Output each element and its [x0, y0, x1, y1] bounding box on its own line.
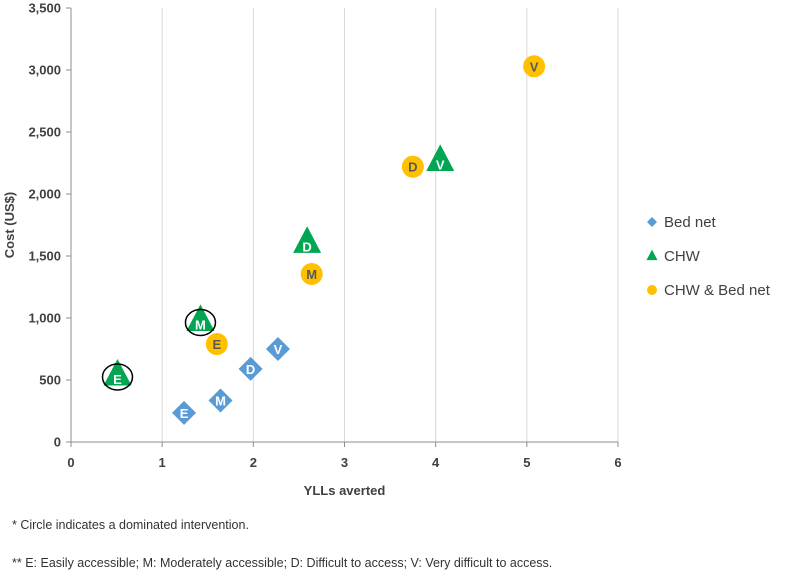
x-tick-label: 5	[523, 455, 530, 470]
y-tick-label: 1,500	[28, 249, 61, 264]
y-tick-label: 3,500	[28, 1, 61, 16]
x-tick-label: 1	[159, 455, 166, 470]
point-chw-d	[293, 226, 322, 253]
legend-marker-chw-bed-net	[647, 285, 657, 295]
point-chw-bed-net-d-label: D	[408, 160, 417, 175]
legend-label-chw-bed-net: CHW & Bed net	[664, 282, 771, 299]
point-chw-bed-net-d	[401, 155, 424, 178]
point-chw-v	[426, 144, 455, 172]
legend-label-bed-net: Bed net	[664, 214, 717, 231]
point-bed-net-m-label: M	[215, 393, 226, 408]
y-tick-label: 3,000	[28, 63, 61, 78]
footnote-accessibility: ** E: Easily accessible; M: Moderately a…	[12, 556, 553, 570]
legend: Bed net CHW CHW & Bed net	[646, 214, 771, 299]
footnote-dominated: * Circle indicates a dominated intervent…	[12, 518, 249, 532]
tick-labels: 0 500 1,000 1,500 2,000 2,500 3,000 3,500 0 1 2 3 4 5…	[28, 1, 621, 471]
legend-label-chw: CHW	[664, 248, 701, 265]
legend-marker-chw	[646, 249, 658, 261]
point-chw-e-label: E	[113, 372, 122, 387]
point-bed-net-v	[265, 337, 290, 361]
y-tick-label: 1,000	[28, 311, 61, 326]
dominated-circle	[101, 363, 134, 391]
point-chw-bed-net-m	[300, 262, 323, 285]
point-chw-bed-net-v-label: V	[530, 59, 539, 74]
y-tick-label: 0	[54, 435, 61, 450]
point-chw-v-label: V	[436, 158, 445, 173]
point-bed-net-v-label: V	[274, 342, 283, 357]
point-chw-bed-net-v	[523, 55, 546, 78]
y-tick-label: 2,500	[28, 125, 61, 140]
point-chw-m-label: M	[195, 317, 206, 332]
point-bed-net-e-label: E	[180, 406, 189, 421]
point-chw-bed-net-e-label: E	[213, 337, 222, 352]
x-tick-label: 0	[67, 455, 74, 470]
point-bed-net-d	[238, 356, 263, 381]
x-tick-label: 2	[250, 455, 257, 470]
x-tick-label: 4	[432, 455, 440, 470]
point-bed-net-d-label: D	[246, 362, 255, 377]
y-tick-label: 2,000	[28, 187, 61, 202]
x-tick-label: 3	[341, 455, 348, 470]
dominated-circle	[184, 308, 217, 337]
x-axis-title: YLLs averted	[304, 483, 386, 498]
scatter-chart: 0 500 1,000 1,500 2,000 2,500 3,000 3,500 0 1 2 3 4 5…	[2, 1, 771, 499]
point-chw-d-label: D	[302, 239, 311, 254]
axes	[66, 7, 619, 447]
point-chw-m	[186, 304, 215, 331]
y-axis-title: Cost (US$)	[2, 192, 17, 258]
point-bed-net-m	[208, 388, 233, 413]
point-chw-bed-net-e	[205, 333, 228, 356]
series-bed-net: E M D V	[172, 337, 290, 425]
grid-lines	[161, 8, 619, 442]
x-tick-label: 6	[614, 455, 621, 470]
point-chw-bed-net-m-label: M	[306, 267, 317, 282]
point-chw-e	[103, 358, 132, 386]
legend-marker-bed-net	[647, 217, 657, 227]
y-tick-label: 500	[39, 373, 61, 388]
point-bed-net-e	[172, 400, 197, 425]
